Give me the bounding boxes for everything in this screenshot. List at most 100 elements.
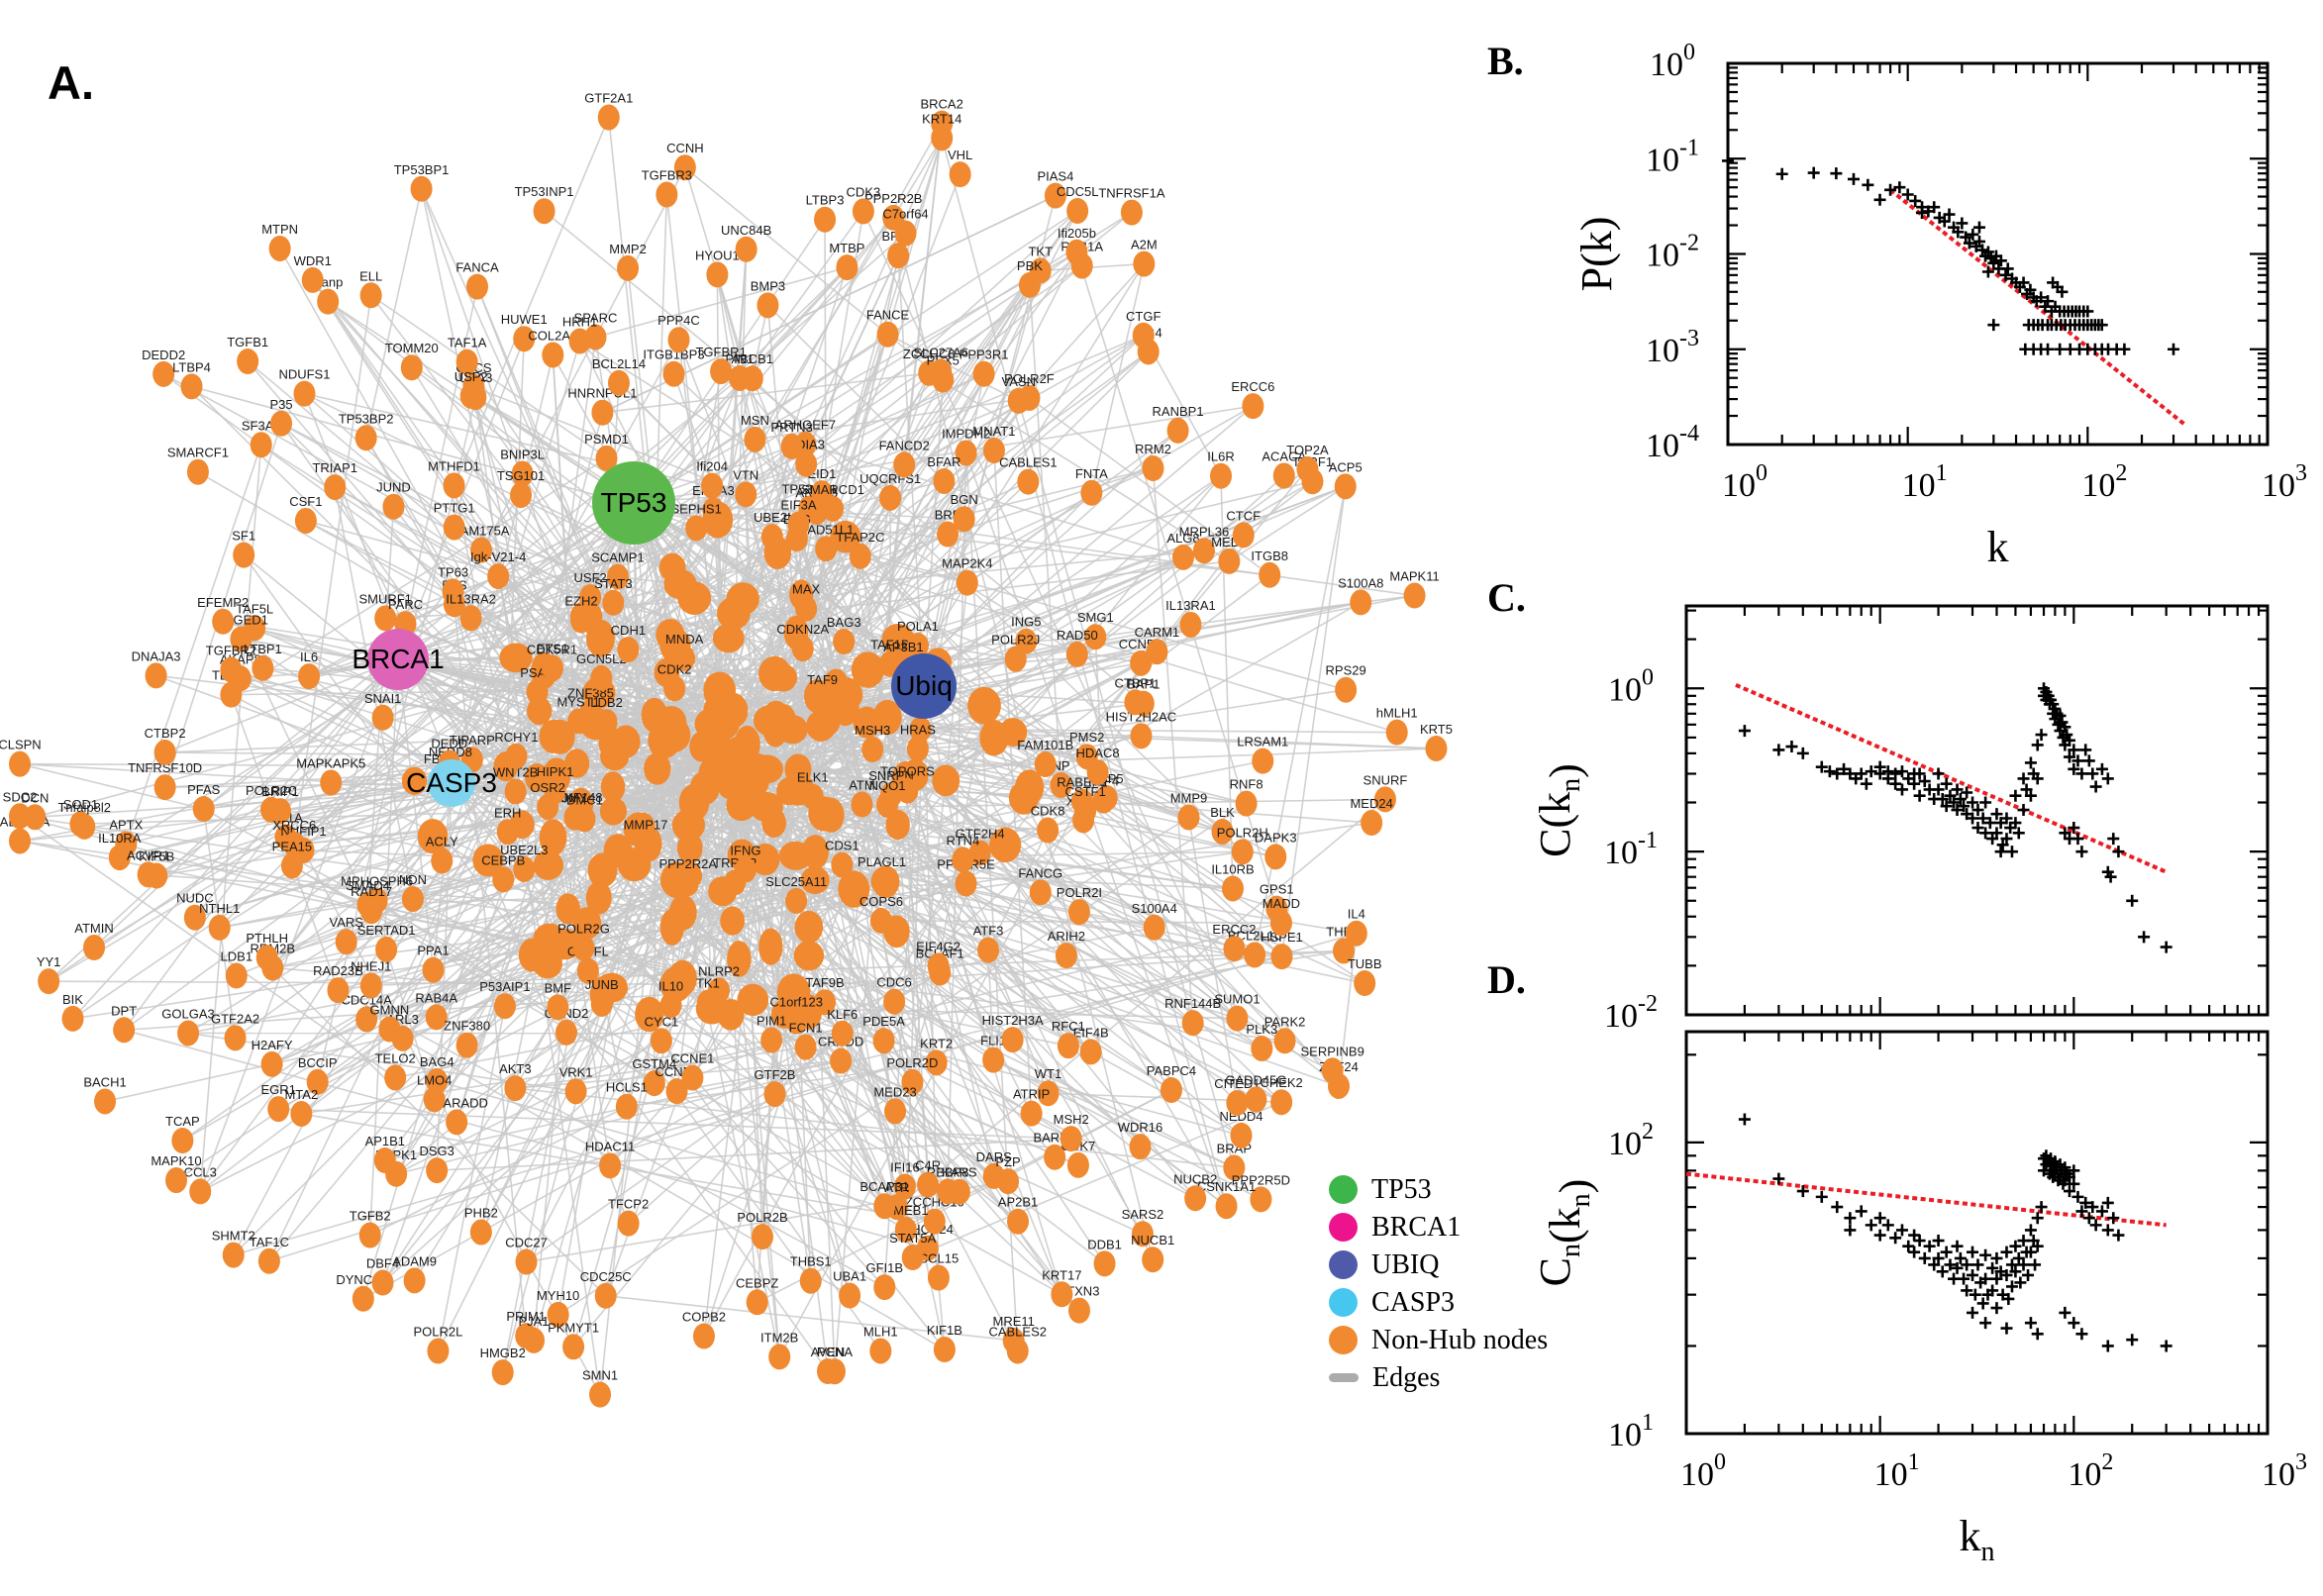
scatter-point [1940, 1246, 1953, 1258]
network-node [400, 354, 423, 381]
network-edge [1338, 933, 1358, 1087]
network-node-label: DBF4 [366, 1256, 399, 1271]
scatter-point [1954, 793, 1967, 806]
network-node-label: TSG101 [497, 468, 545, 483]
network-node [870, 868, 893, 895]
scatter-point [2035, 1201, 2048, 1214]
scatter-point [1952, 226, 1965, 239]
network-node-label: BMP3 [751, 278, 785, 293]
network-node-label: P53AIP1 [479, 979, 530, 994]
network-node-label: TFAP2C [836, 530, 884, 545]
network-node [656, 181, 678, 208]
network-node-label: FLI1 [980, 1034, 1006, 1048]
network-edge [964, 452, 1228, 1207]
network-node [887, 243, 910, 269]
network-node [1124, 689, 1147, 716]
network-edge [578, 341, 770, 722]
network-edge [164, 658, 399, 753]
scatter-point [2059, 1306, 2071, 1319]
network-node-label: BCCIP [298, 1055, 338, 1070]
network-node [298, 663, 321, 690]
network-edge [125, 445, 262, 845]
network-node-label: NDN [399, 872, 427, 887]
network-node [952, 847, 974, 873]
network-node-label: SMARCD1 [801, 482, 864, 497]
network-node [250, 432, 272, 458]
network-node-label: PBK [1017, 258, 1043, 273]
network-node [727, 941, 752, 977]
network-node-label: FCN1 [789, 1021, 823, 1036]
network-node [644, 752, 671, 785]
network-node-label: SMARCF1 [167, 446, 229, 460]
network-node [606, 563, 629, 590]
network-node [1130, 649, 1153, 676]
network-node-label: UBA1 [833, 1269, 866, 1284]
network-node-label: PPP2R5D [1232, 1172, 1290, 1187]
network-node-label: NUCB1 [1131, 1233, 1174, 1247]
network-node [589, 1381, 612, 1408]
network-node [260, 1050, 283, 1077]
network-edge [1029, 397, 1270, 576]
hub-node-label: CASP3 [406, 767, 497, 798]
network-node [294, 507, 317, 534]
scatter-point [2042, 343, 2055, 355]
network-edge [104, 986, 612, 1103]
network-node [972, 360, 995, 387]
network-edge [1228, 485, 1347, 562]
network-node-label: POLR2L [414, 1325, 463, 1340]
network-node [881, 623, 914, 656]
scatter-point [1967, 1268, 1979, 1281]
network-node-label: POLA1 [897, 619, 939, 634]
scatter-point [2005, 1258, 2018, 1271]
scatter-point [2126, 1334, 2139, 1347]
scatter-point [2017, 276, 2030, 289]
network-node [599, 1152, 622, 1179]
network-node [1120, 199, 1143, 226]
network-node [212, 608, 235, 635]
network-node [384, 1064, 407, 1091]
scatter-point [1963, 237, 1975, 249]
network-node-label: CARM1 [1135, 625, 1180, 640]
y-tick-label: 10-4 [1646, 421, 1699, 464]
network-node [801, 783, 824, 810]
network-node [422, 956, 445, 983]
legend-label: Edges [1372, 1361, 1441, 1393]
network-node-label: MYST1 [557, 695, 600, 710]
network-node-label: BIK [62, 992, 83, 1007]
network-node [515, 1248, 538, 1275]
network-node-label: NQO1 [869, 778, 906, 793]
network-node [883, 988, 906, 1015]
scatter-point [1981, 246, 1994, 258]
scatter-point [1889, 777, 1902, 790]
network-node-label: PPP4C [657, 313, 700, 328]
network-edge [19, 815, 396, 1079]
network-node-label: WDR16 [1118, 1120, 1163, 1135]
scatter-point [2079, 1196, 2092, 1209]
network-node [73, 813, 96, 840]
network-node-label: S100A4 [1132, 901, 1177, 916]
scatter-point [1979, 827, 1992, 840]
network-node-label: MTHFD1 [428, 458, 480, 473]
network-node [937, 521, 960, 548]
network-node [152, 360, 175, 387]
network-node [931, 125, 954, 151]
network-node [741, 365, 763, 392]
scatter-point [2101, 1340, 2114, 1352]
network-node [884, 1098, 907, 1125]
network-node-label: SF1 [232, 529, 255, 544]
network-edge [628, 797, 1108, 1225]
network-node [873, 1274, 896, 1301]
network-node-label: Igk-V21-4 [470, 549, 526, 564]
scatter-point [1796, 1185, 1809, 1198]
y-tick-label: 10-3 [1646, 326, 1699, 369]
network-node [689, 731, 715, 762]
network-edge [194, 494, 522, 919]
network-edge [364, 437, 677, 985]
network-edge [703, 806, 767, 1337]
network-node-label: LTBP3 [806, 193, 845, 208]
network-node [555, 1019, 577, 1046]
scatter-point [2024, 283, 2037, 296]
network-node [750, 754, 784, 784]
network-edge [451, 782, 812, 1282]
